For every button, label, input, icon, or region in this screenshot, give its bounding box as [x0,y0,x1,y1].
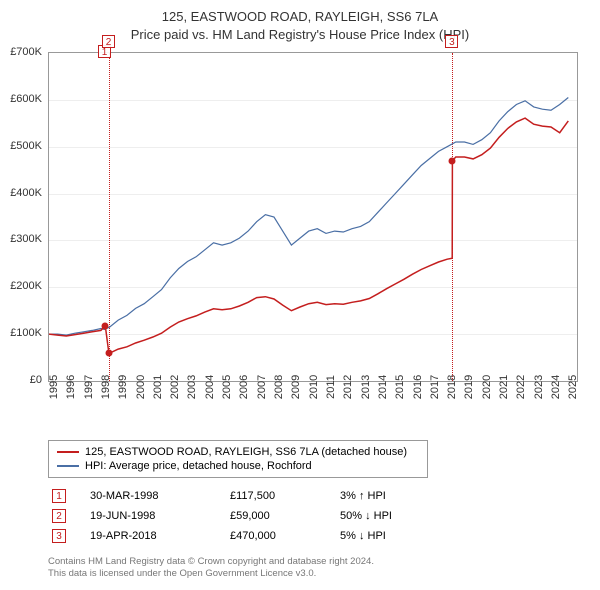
chart-lines [49,53,577,381]
event-badge: 3 [52,529,66,543]
marker-badge: 2 [102,35,115,48]
event-date: 19-APR-2018 [90,530,230,542]
event-delta: 5% ↓ HPI [340,530,460,542]
event-date: 30-MAR-1998 [90,490,230,502]
price-point [449,157,456,164]
event-row: 3 19-APR-2018£470,0005% ↓ HPI [48,526,578,546]
chart-area: 123 £0£100K£200K£300K£400K£500K£600K£700… [48,52,578,402]
legend-swatch [57,451,79,453]
footer-line-1: Contains HM Land Registry data © Crown c… [48,556,578,568]
event-price: £470,000 [230,530,340,542]
legend-label: HPI: Average price, detached house, Roch… [85,460,312,472]
price-point [106,350,113,357]
events-table: 1 30-MAR-1998£117,5003% ↑ HPI 2 19-JUN-1998… [48,486,578,546]
event-delta: 50% ↓ HPI [340,510,460,522]
footer-line-2: This data is licensed under the Open Gov… [48,568,578,580]
y-tick-label: £700K [10,46,42,58]
y-tick-label: £100K [10,327,42,339]
y-tick-label: £600K [10,93,42,105]
event-badge: 2 [52,509,66,523]
chart-title: 125, EASTWOOD ROAD, RAYLEIGH, SS6 7LA Pr… [0,0,600,44]
event-row: 2 19-JUN-1998£59,00050% ↓ HPI [48,506,578,526]
y-tick-label: £200K [10,280,42,292]
legend-item: HPI: Average price, detached house, Roch… [57,459,419,473]
event-delta: 3% ↑ HPI [340,490,460,502]
legend-swatch [57,465,79,467]
event-date: 19-JUN-1998 [90,510,230,522]
event-row: 1 30-MAR-1998£117,5003% ↑ HPI [48,486,578,506]
y-tick-label: £400K [10,187,42,199]
legend-box: 125, EASTWOOD ROAD, RAYLEIGH, SS6 7LA (d… [48,440,428,478]
legend-item: 125, EASTWOOD ROAD, RAYLEIGH, SS6 7LA (d… [57,445,419,459]
y-tick-label: £0 [30,374,42,386]
legend: 125, EASTWOOD ROAD, RAYLEIGH, SS6 7LA (d… [48,440,578,478]
y-tick-label: £500K [10,140,42,152]
title-line-2: Price paid vs. HM Land Registry's House … [0,26,600,44]
footer: Contains HM Land Registry data © Crown c… [48,556,578,581]
legend-label: 125, EASTWOOD ROAD, RAYLEIGH, SS6 7LA (d… [85,446,407,458]
title-line-1: 125, EASTWOOD ROAD, RAYLEIGH, SS6 7LA [0,8,600,26]
price-point [102,322,109,329]
series-hpi [49,98,568,336]
marker-badge: 3 [445,35,458,48]
y-tick-label: £300K [10,233,42,245]
series-price_paid [49,118,568,353]
event-badge: 1 [52,489,66,503]
event-price: £59,000 [230,510,340,522]
event-price: £117,500 [230,490,340,502]
plot: 123 [48,52,578,382]
